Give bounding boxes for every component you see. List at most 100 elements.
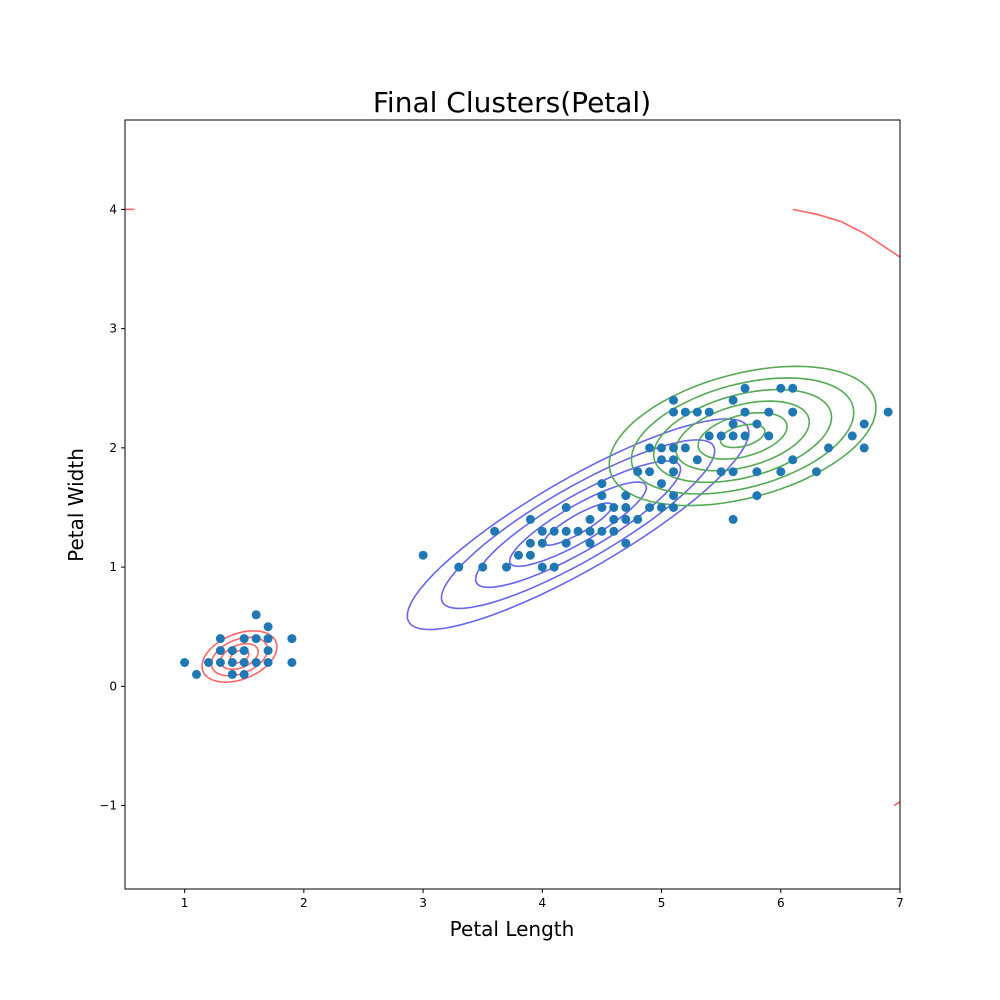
x-tick-label: 4 <box>538 896 546 910</box>
data-point <box>287 658 297 667</box>
x-axis-label: Petal Length <box>450 917 575 941</box>
data-point <box>227 646 237 656</box>
data-point <box>764 431 774 441</box>
x-tick-label: 5 <box>658 896 666 910</box>
y-tick-label: 1 <box>109 560 117 574</box>
data-point <box>669 407 678 417</box>
data-point <box>740 407 750 417</box>
data-point <box>669 455 678 465</box>
data-point <box>728 419 738 429</box>
data-point <box>525 538 535 548</box>
data-point <box>478 562 488 572</box>
data-point <box>454 562 464 572</box>
y-tick-label: 0 <box>109 679 117 693</box>
data-point <box>788 383 798 393</box>
data-point <box>704 407 714 417</box>
data-point <box>239 669 249 679</box>
y-tick-label: 4 <box>109 202 117 216</box>
edge-contour-3 <box>893 801 900 807</box>
data-point <box>728 467 738 477</box>
data-point <box>788 455 798 465</box>
data-point <box>764 407 774 417</box>
x-tick-label: 1 <box>181 896 189 910</box>
data-point <box>645 467 655 477</box>
x-tick-label: 6 <box>777 896 785 910</box>
data-point <box>204 658 213 667</box>
y-axis-ticks: −1 0 1 2 3 4 <box>99 202 125 813</box>
data-point <box>847 431 857 441</box>
data-point <box>263 658 273 667</box>
data-point <box>716 431 726 441</box>
data-point <box>621 538 631 548</box>
cluster-2-contour-5 <box>406 418 750 631</box>
data-point <box>263 634 273 644</box>
data-point <box>621 491 631 501</box>
data-point <box>716 467 726 477</box>
cluster-3-contour-6 <box>608 365 877 507</box>
cluster-3-contour-5 <box>630 377 855 495</box>
data-point <box>669 467 678 477</box>
data-point <box>537 562 547 572</box>
data-point <box>669 491 678 501</box>
data-point <box>239 634 249 644</box>
data-point <box>776 467 786 477</box>
data-point <box>657 455 666 465</box>
edge-contour-2 <box>792 208 900 258</box>
cluster-2-contour-3 <box>474 460 682 589</box>
data-point <box>215 646 225 656</box>
data-point <box>740 431 750 441</box>
data-point <box>215 634 225 644</box>
data-point <box>692 455 702 465</box>
cluster-3-contour-3 <box>675 400 811 472</box>
data-point <box>859 419 869 429</box>
data-point <box>180 658 190 667</box>
cluster-3-contour-2 <box>697 411 788 460</box>
data-point <box>728 514 738 524</box>
data-point <box>728 395 738 405</box>
scatter-points <box>180 383 893 679</box>
data-point <box>597 503 607 512</box>
x-tick-label: 7 <box>896 896 904 910</box>
data-point <box>657 479 666 489</box>
data-point <box>752 467 762 477</box>
data-point <box>621 503 631 512</box>
data-point <box>263 646 273 656</box>
data-point <box>251 658 261 667</box>
data-point <box>227 669 237 679</box>
y-tick-label: 2 <box>109 441 117 455</box>
data-point <box>537 526 547 536</box>
data-point <box>824 443 833 453</box>
data-point <box>609 514 619 524</box>
data-point <box>788 407 798 417</box>
data-point <box>418 550 428 560</box>
data-point <box>645 503 655 512</box>
data-point <box>549 526 559 536</box>
data-point <box>597 479 607 489</box>
y-tick-label: 3 <box>109 322 117 336</box>
data-point <box>812 467 821 477</box>
data-point <box>525 550 535 560</box>
data-point <box>752 419 762 429</box>
data-point <box>514 550 523 560</box>
data-point <box>561 526 571 536</box>
data-point <box>883 407 893 417</box>
data-point <box>597 526 607 536</box>
cluster-2-contour-4 <box>440 439 716 610</box>
data-point <box>239 658 249 667</box>
data-point <box>287 634 297 644</box>
x-tick-label: 3 <box>419 896 427 910</box>
data-point <box>680 407 690 417</box>
data-point <box>621 514 631 524</box>
data-point <box>549 562 559 572</box>
data-point <box>859 443 869 453</box>
data-point <box>239 646 249 656</box>
x-axis-ticks: 1 2 3 4 5 6 7 <box>181 889 904 910</box>
data-point <box>263 622 273 632</box>
data-point <box>490 526 500 536</box>
plot-area: 1 2 3 4 5 6 7 −1 0 1 2 3 4 <box>99 119 904 910</box>
data-point <box>692 407 702 417</box>
data-point <box>669 503 678 512</box>
x-tick-label: 2 <box>300 896 308 910</box>
